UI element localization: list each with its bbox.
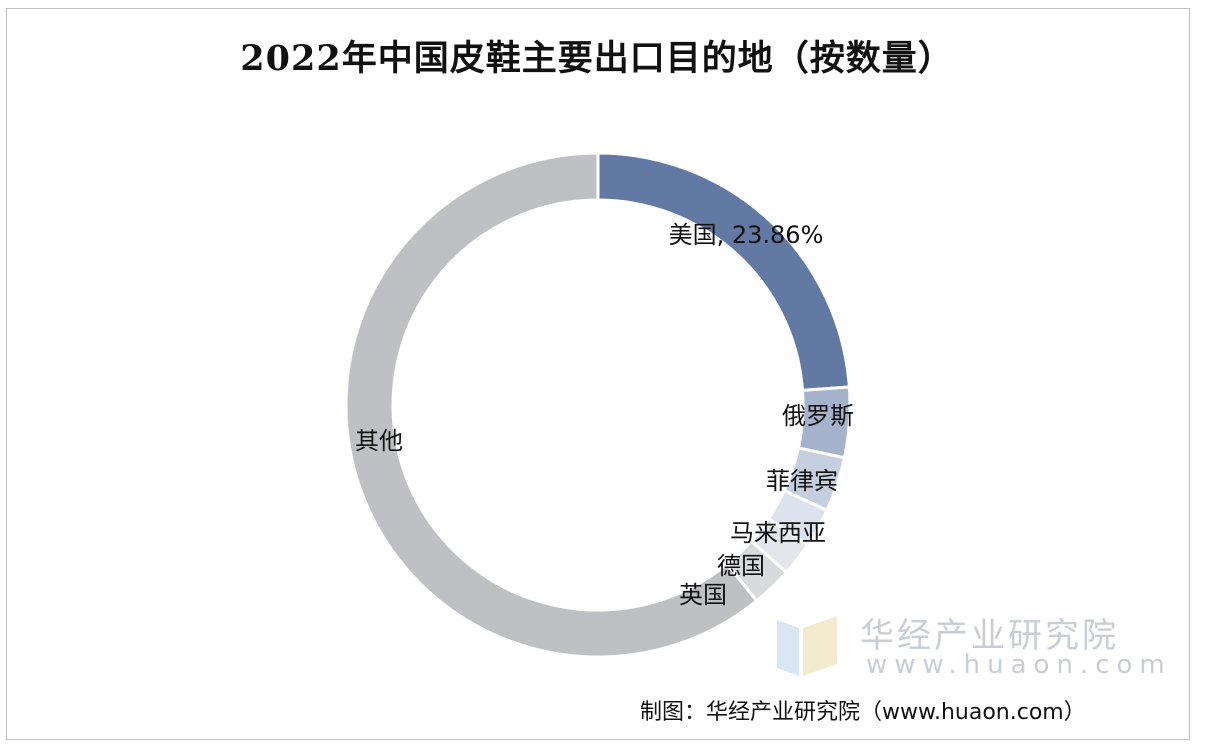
source-note: 制图：华经产业研究院（www.huaon.com） (640, 700, 1086, 725)
slice-美国 (596, 151, 851, 392)
donut-slices (344, 151, 852, 659)
data-label-英国: 英国 (679, 581, 727, 609)
chart-title: 2022年中国皮鞋主要出口目的地（按数量） (240, 38, 954, 79)
data-label-德国: 德国 (717, 552, 765, 580)
data-label-其他: 其他 (355, 427, 403, 455)
data-label-马来西亚: 马来西亚 (730, 519, 826, 547)
data-label-菲律宾: 菲律宾 (766, 467, 838, 495)
watermark-url: www.huaon.com (866, 650, 1172, 680)
watermark-name: 华经产业研究院 (860, 616, 1119, 656)
slice-其他 (344, 151, 759, 659)
data-label-美国: 美国, 23.86% (669, 221, 824, 249)
data-label-俄罗斯: 俄罗斯 (782, 402, 854, 430)
watermark-logo (777, 616, 837, 676)
